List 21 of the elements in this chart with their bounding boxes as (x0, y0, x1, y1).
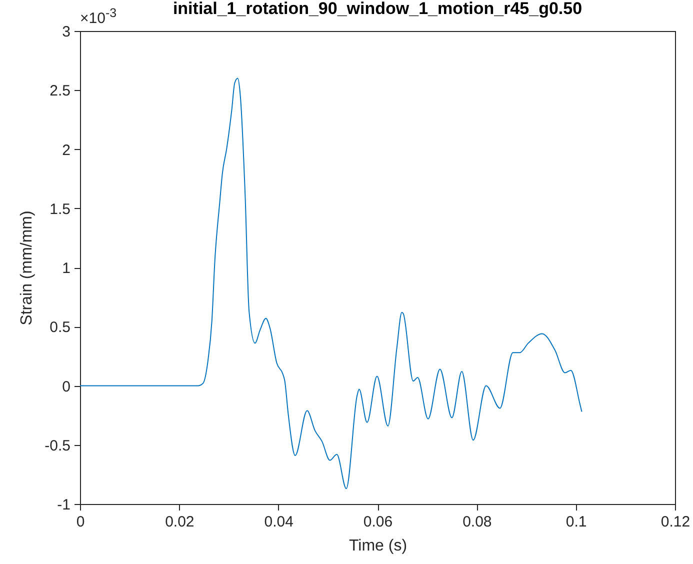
y-tick-label: 2.5 (50, 82, 70, 100)
x-axis-title: Time (s) (348, 538, 408, 554)
text: ×10$^{-3}$ (80, 6, 117, 27)
y-tick-label: 2 (62, 142, 70, 159)
y-tick-label: -1 (57, 496, 70, 514)
y-axis-title: Strain (mm/mm) (18, 210, 36, 326)
y-tick-label: -0.5 (44, 437, 70, 454)
y-tick-label: 0 (62, 378, 70, 396)
x-tick-label: 0.02 (165, 514, 194, 530)
chart-title: initial_1_rotation_90_window_1_motion_r45_g0.50 (172, 0, 582, 18)
line-series (80, 78, 582, 490)
x-tick-label: 0.1 (566, 514, 587, 530)
x-tick-label: 0.12 (660, 514, 690, 530)
y-tick-label: 0.5 (50, 319, 70, 336)
x-tick-label: 0.04 (264, 514, 294, 530)
x-tick-label: 0.08 (462, 514, 492, 530)
x-tick-label: 0.06 (363, 514, 393, 530)
y-tick-label: 1 (62, 260, 70, 277)
y-tick-label: 3 (62, 24, 70, 40)
x-tick-label: 0 (76, 514, 85, 530)
y-tick-label: 1.5 (50, 200, 70, 218)
